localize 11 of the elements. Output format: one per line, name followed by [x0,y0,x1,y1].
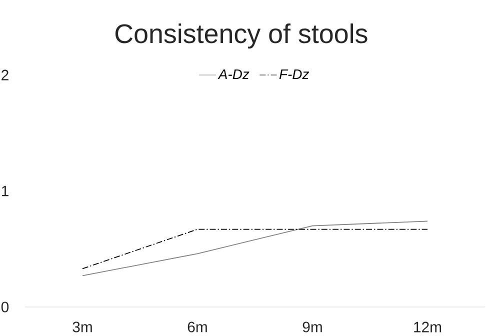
y-tick-label: 0 [1,302,9,312]
legend-label: F-Dz [279,69,310,80]
line-series [82,220,428,276]
x-tick-label: 9m [302,322,322,332]
chart-title: Consistency of stools [115,23,368,49]
legend-label: A-Dz [218,69,250,80]
y-tick-label: 1 [2,186,8,196]
y-tick-label: 2 [2,70,8,80]
x-tick-label: 12m [414,322,442,332]
x-tick-label: 6m [188,322,207,332]
x-tick-label: 3m [72,322,92,332]
